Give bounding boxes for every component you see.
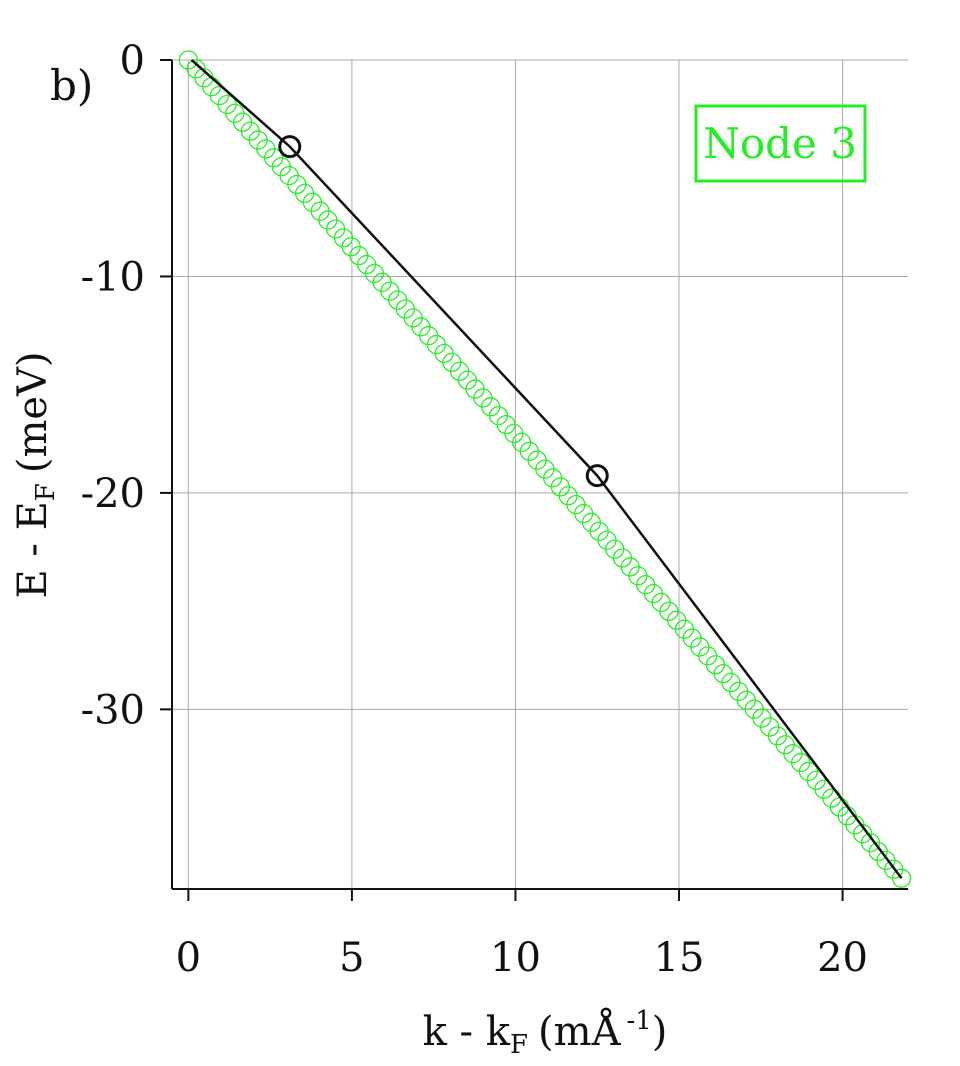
marker-circle (585, 464, 609, 488)
panel-label: b) (50, 61, 93, 110)
x-axis-label: k - kF (mÅ -1) (423, 1006, 668, 1060)
x-tick-label: 5 (339, 935, 364, 981)
x-tick-label: 15 (654, 935, 705, 981)
axes (171, 60, 908, 890)
legend-label: Node 3 (703, 119, 857, 168)
x-tick-label: 0 (176, 935, 201, 981)
y-axis-label-unit: (meV) (10, 351, 56, 473)
y-axis-label-sub: F (31, 483, 61, 501)
data-points (178, 50, 912, 888)
y-tick-label: -20 (81, 471, 145, 517)
x-axis-label-main: k - k (423, 1009, 511, 1055)
y-axis-label: E - EF (meV) (10, 351, 61, 598)
marker-circle (278, 135, 302, 159)
grid (172, 59, 908, 889)
y-axis-label-main: E - E (10, 501, 56, 598)
y-tick-label: 0 (120, 38, 145, 84)
ticks: 0 5 10 15 20 0 -10 -20 -30 (81, 38, 868, 981)
x-axis-label-sup: -1 (626, 1006, 651, 1036)
x-tick-label: 20 (817, 935, 868, 981)
y-tick-label: -10 (81, 254, 145, 300)
x-axis-label-close: ) (652, 1009, 668, 1055)
legend-box (694, 104, 867, 183)
markers (278, 135, 609, 488)
x-axis-label-unit: (mÅ (538, 1008, 622, 1055)
x-tick-label: 10 (490, 935, 541, 981)
legend: Node 3 (694, 104, 867, 183)
x-axis-label-sub: F (510, 1030, 528, 1060)
fit-line-group (190, 59, 903, 879)
fit-line (190, 59, 903, 879)
y-tick-label: -30 (81, 687, 145, 733)
data-point (891, 868, 912, 888)
